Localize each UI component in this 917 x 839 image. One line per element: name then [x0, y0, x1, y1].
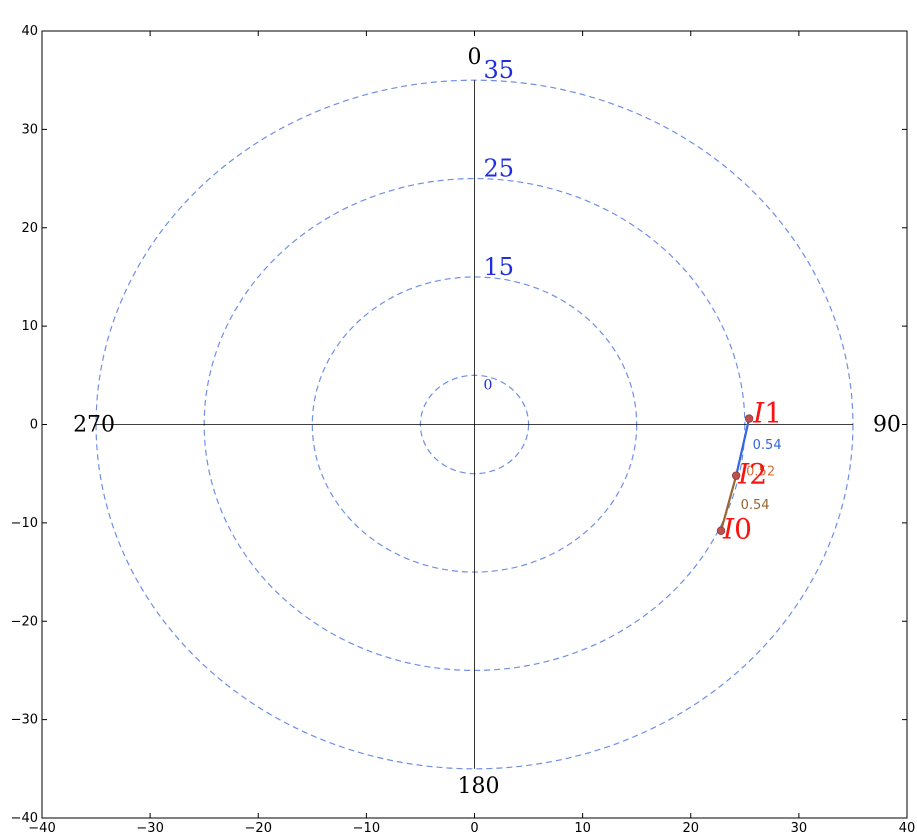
x-tick-label: 30 — [791, 821, 808, 836]
ring-label-15: 15 — [484, 253, 515, 281]
y-tick-label: −10 — [11, 516, 38, 531]
tick-group: −40 −30 −20 −10 0 10 20 30 40 −40 −30 −20 −10 0 10 20 30… — [11, 24, 916, 836]
y-tick-label: 40 — [21, 24, 38, 39]
segment-label-I2-I2: 0.52 — [746, 465, 775, 480]
segment-I1-I2 — [735, 418, 751, 476]
point-label-I0: I0 — [722, 513, 752, 546]
point-label-I1: I1 — [752, 397, 782, 430]
segment-group: 0.54 0.54 0.52 — [719, 418, 782, 532]
y-tick-label: 0 — [30, 418, 38, 433]
ring-label-0: 0 — [484, 377, 493, 393]
x-tick-label: 40 — [899, 821, 916, 836]
segment-label-I2-I0: 0.54 — [741, 498, 770, 513]
compass-label-west: 270 — [73, 413, 115, 438]
x-tick-label: −30 — [136, 821, 163, 836]
point-label-I2: I2 — [737, 458, 767, 491]
x-tick-label: 20 — [682, 821, 699, 836]
center-axes — [96, 80, 853, 769]
y-tick-label: 20 — [21, 221, 38, 236]
point-I2 — [731, 471, 741, 480]
point-I1 — [744, 414, 754, 423]
y-tick-label: −30 — [11, 713, 38, 728]
y-tick-label: 30 — [21, 122, 38, 137]
ring-label-35: 35 — [484, 56, 515, 84]
compass-label-south: 180 — [458, 774, 500, 799]
x-tick-label: 0 — [470, 821, 478, 836]
compass-label-north: 0 — [468, 45, 482, 70]
point-label-group: I1 I2 I0 — [722, 397, 782, 546]
y-tick-label: −40 — [11, 811, 38, 826]
ring-label-group: 0 15 25 35 — [484, 56, 515, 393]
x-tick-label: −10 — [353, 821, 380, 836]
segment-I2-I0 — [719, 475, 738, 532]
y-tick-label: 10 — [21, 319, 38, 334]
x-tick-label: −40 — [28, 821, 55, 836]
compass-label-group: 0 90 180 270 — [73, 45, 901, 799]
ring-label-25: 25 — [484, 155, 515, 183]
x-tick-label: 10 — [574, 821, 591, 836]
compass-label-east: 90 — [873, 413, 901, 438]
y-tick-label: −20 — [11, 614, 38, 629]
point-I0 — [716, 526, 726, 535]
x-tick-label: −20 — [245, 821, 272, 836]
point-group — [716, 414, 754, 535]
segment-label-I1-I2: 0.54 — [753, 438, 782, 453]
